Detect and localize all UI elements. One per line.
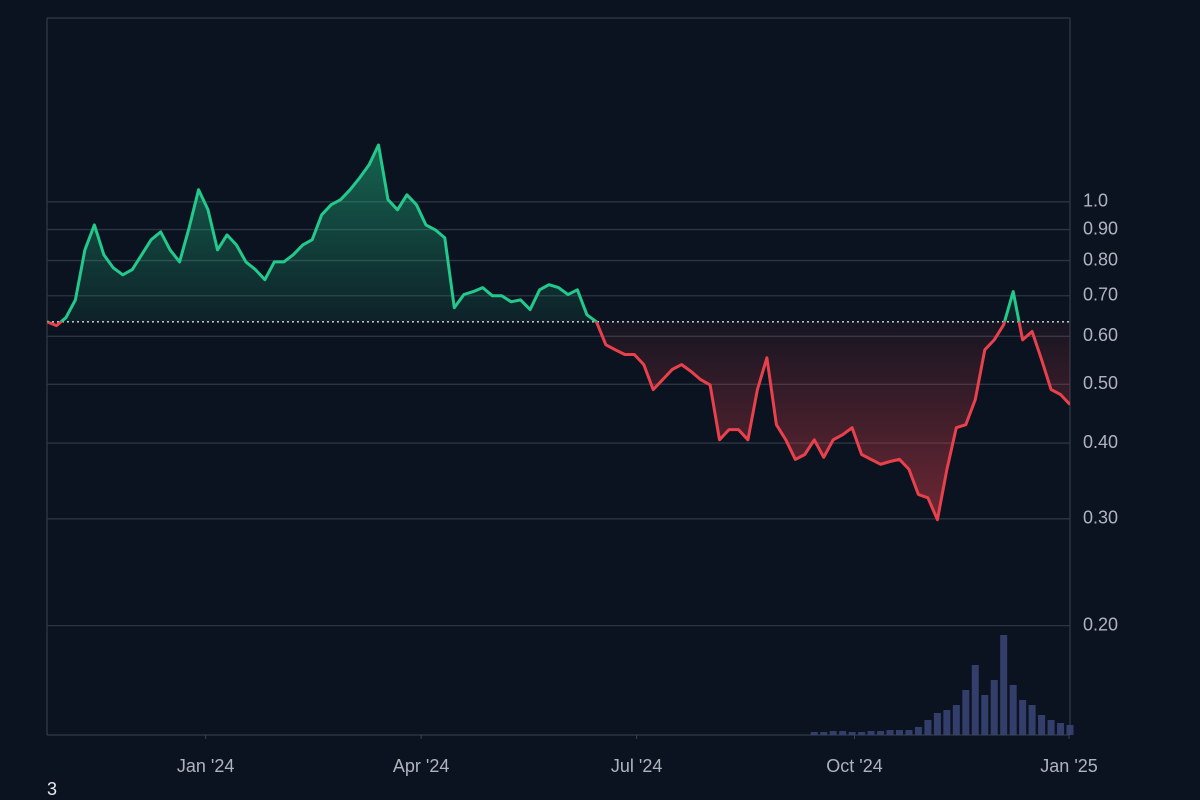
volume-bar (1057, 723, 1065, 735)
volume-bar (1019, 700, 1027, 735)
volume-bar (1009, 685, 1017, 735)
volume-bar (858, 732, 866, 735)
y-tick-label: 0.30 (1083, 508, 1118, 528)
y-tick-label: 0.40 (1083, 432, 1118, 452)
y-tick-label: 0.60 (1083, 325, 1118, 345)
volume-bar (971, 665, 979, 735)
y-tick-label: 1.0 (1083, 191, 1108, 211)
volume-bar (867, 731, 875, 735)
volume-bar (886, 730, 894, 735)
x-tick-label: Oct '24 (826, 756, 882, 776)
y-tick-label: 0.70 (1083, 284, 1118, 304)
volume-bar (981, 695, 989, 735)
volume-bar (1047, 720, 1055, 735)
volume-bar (1038, 715, 1046, 735)
volume-bar (1028, 705, 1036, 735)
volume-bar (952, 705, 960, 735)
y-tick-label: 0.50 (1083, 373, 1118, 393)
x-tick-label: Jan '24 (177, 756, 234, 776)
volume-bar (962, 690, 970, 735)
x-tick-label: Jul '24 (611, 756, 662, 776)
y-tick-label: 0.80 (1083, 249, 1118, 269)
area-up (47, 145, 1020, 322)
price-line-up (47, 143, 1021, 322)
volume-bar (839, 731, 847, 735)
footnote: 3 (47, 779, 57, 799)
volume-bar (810, 732, 818, 735)
volume-bar (829, 731, 837, 735)
volume-bar (877, 731, 885, 735)
area-down (47, 321, 1070, 520)
y-tick-label: 0.20 (1083, 614, 1118, 634)
x-tick-label: Jan '25 (1040, 756, 1097, 776)
volume-bar (1066, 725, 1074, 735)
volume-bar (896, 730, 903, 735)
plot (47, 143, 1074, 735)
volume-bar (924, 720, 932, 735)
volume-bar (820, 732, 828, 735)
volume-bar (990, 680, 998, 735)
y-tick-label: 0.90 (1083, 218, 1118, 238)
volume-bar (943, 710, 951, 735)
x-tick-label: Apr '24 (393, 756, 449, 776)
volume-bar (1000, 635, 1008, 735)
volume-bar (905, 730, 913, 735)
price-line-down (47, 321, 1070, 522)
volume-bar (914, 727, 922, 735)
volume-bar (848, 732, 856, 735)
volume-bar (933, 713, 941, 735)
axis-labels: 1.0 0.90 0.80 0.70 0.60 0.50 0.40 0.30 0.20 Jan '… (177, 191, 1118, 776)
